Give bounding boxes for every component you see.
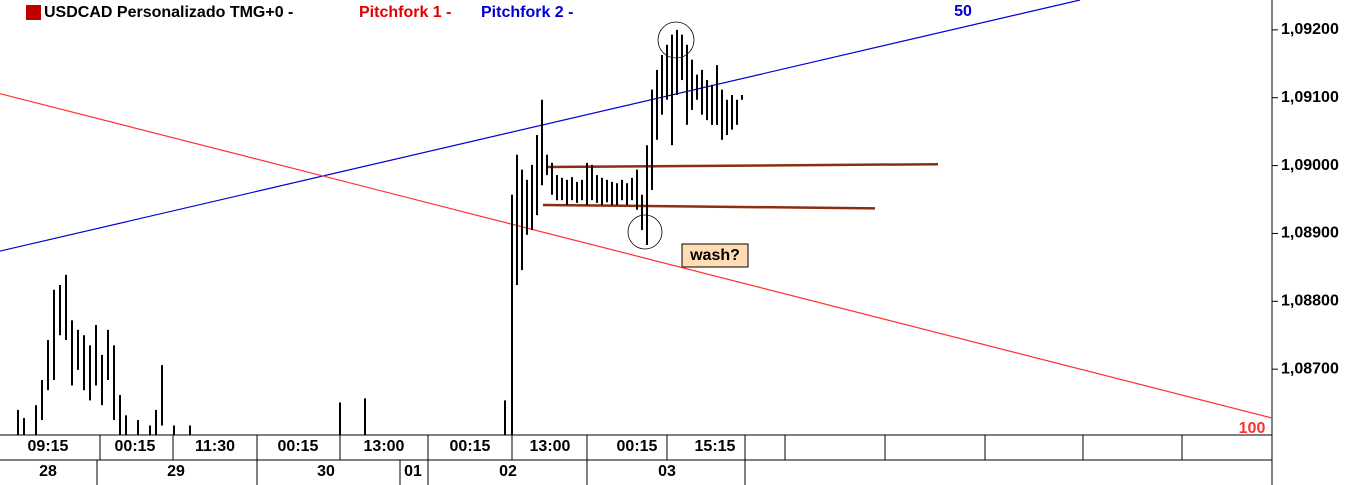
- highlight-circle: [627, 214, 663, 250]
- subtitle: Pitchfork 1 -: [359, 4, 451, 21]
- y-tick-label: 1,09000: [1281, 157, 1339, 174]
- line-label: 100: [1239, 420, 1266, 437]
- date-label: 29: [167, 463, 185, 480]
- x-tick-label: 00:15: [617, 438, 658, 455]
- date-label: 01: [404, 463, 422, 480]
- x-tick-label: 00:15: [115, 438, 156, 455]
- trend-line: [547, 162, 939, 169]
- annotation-box: [681, 243, 749, 268]
- subtitle: Pitchfork 2 -: [481, 4, 573, 21]
- y-tick-label: 1,08700: [1281, 360, 1339, 377]
- trend-line: [542, 203, 876, 210]
- date-label: 30: [317, 463, 335, 480]
- y-tick-label: 1,08800: [1281, 293, 1339, 310]
- x-tick-label: 09:15: [28, 438, 69, 455]
- date-label: 03: [658, 463, 676, 480]
- y-tick-label: 1,09200: [1281, 21, 1339, 38]
- date-label: 28: [39, 463, 57, 480]
- trend-line: [0, 0, 1081, 252]
- x-tick-label: 00:15: [450, 438, 491, 455]
- chart-title: USDCAD Personalizado TMG+0 -: [44, 4, 293, 21]
- x-tick-label: 13:00: [530, 438, 571, 455]
- x-tick-label: 11:30: [195, 438, 235, 455]
- x-tick-label: 15:15: [695, 438, 736, 455]
- y-tick-label: 1,09100: [1281, 89, 1339, 106]
- y-tick-label: 1,08900: [1281, 225, 1339, 242]
- trend-line: [0, 93, 1272, 419]
- x-tick-label: 13:00: [364, 438, 405, 455]
- fx-icon: [26, 5, 41, 20]
- line-label: 50: [954, 3, 972, 20]
- date-label: 02: [499, 463, 517, 480]
- x-tick-label: 00:15: [278, 438, 319, 455]
- annotation: wash?: [689, 247, 740, 264]
